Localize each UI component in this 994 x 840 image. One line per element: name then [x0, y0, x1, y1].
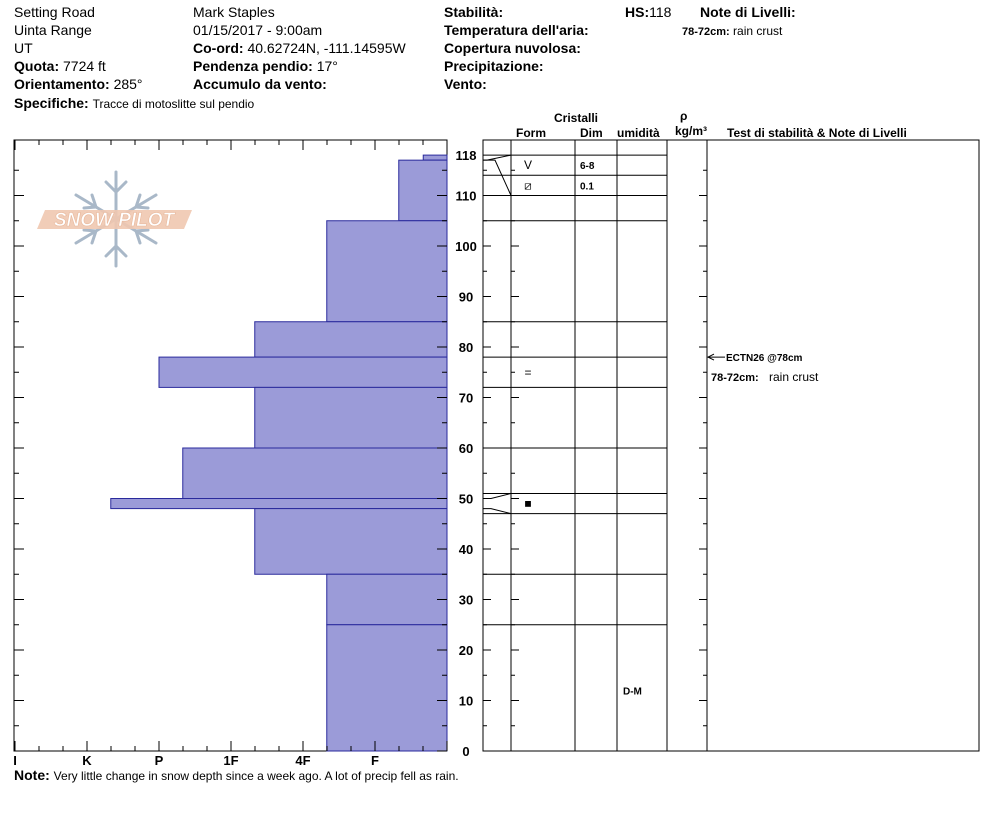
x-tick-label: K [82, 753, 92, 768]
form-header: Form [516, 126, 546, 140]
x-tick-label: I [13, 753, 17, 768]
header-layer-note: 78-72cm: rain crust [682, 23, 782, 41]
observer: Mark Staples [193, 4, 275, 20]
crystal-dim: 0.1 [580, 181, 594, 192]
aspect-label: Orientamento: [14, 76, 110, 92]
crystal-form: ⧄ [524, 178, 532, 192]
x-tick-label: P [155, 753, 164, 768]
coord-label: Co-ord: [193, 40, 244, 56]
x-tick-label: F [371, 753, 379, 768]
location: Setting Road [14, 4, 95, 20]
slope-label: Pendenza pendio: [193, 58, 313, 74]
hardness-bar [182, 447, 448, 499]
x-tick-label: 1F [223, 753, 238, 768]
y-tick-label: 0 [462, 744, 469, 759]
hardness-bar [398, 159, 448, 222]
hardness-bar [326, 220, 448, 323]
moisture-header: umidità [617, 126, 660, 140]
crystal-dim: 6-8 [580, 161, 595, 172]
aspect: Orientamento: 285° [14, 76, 143, 93]
y-tick-label: 40 [459, 542, 473, 557]
precip-label: Precipitazione: [444, 58, 544, 74]
note-text: Very little change in snow depth since a… [53, 769, 459, 783]
y-tick-label: 20 [459, 643, 473, 658]
y-tick-label: 90 [459, 290, 473, 305]
layer-connector [483, 492, 512, 499]
hardness-bar [422, 154, 448, 161]
hardness-bar [254, 508, 448, 575]
layer-note-range: 78-72cm: [711, 372, 759, 384]
hardness-bar [158, 356, 448, 388]
wind-label: Vento: [444, 76, 487, 92]
layer-connector [483, 154, 512, 161]
stability-label: Stabilità: [444, 4, 504, 20]
aspect-value: 285° [113, 76, 143, 92]
y-tick-label: 30 [459, 593, 473, 608]
y-tick-label: 80 [459, 340, 473, 355]
y-tick-label: 50 [459, 492, 473, 507]
y-tick-label: 110 [456, 189, 477, 204]
note-label: Note: [14, 767, 50, 783]
wind-loading-label: Accumulo da vento: [193, 76, 327, 92]
slope: Pendenza pendio: 17° [193, 58, 338, 75]
hs-value: 118 [649, 4, 672, 20]
hardness-bar [254, 386, 448, 449]
layer-connector [483, 508, 512, 515]
header-layer-note-range: 78-72cm: [682, 26, 730, 38]
tests-notes-header: Test di stabilità & Note di Livelli [727, 126, 907, 140]
y-tick-label: 118 [456, 148, 477, 163]
crystals-header: Cristalli [554, 111, 599, 125]
datetime: 01/15/2017 - 9:00am [193, 22, 323, 38]
snow-height: HS:118 [625, 4, 671, 21]
y-tick-label: 10 [459, 694, 473, 709]
specifics-value: Tracce di motoslitte sul pendio [92, 97, 255, 111]
elevation-value: 7724 ft [63, 58, 106, 74]
state: UT [14, 40, 33, 56]
header-layer-note-text: rain crust [733, 24, 783, 38]
layer-note-text: rain crust [769, 370, 819, 384]
hs-label: HS: [625, 4, 650, 20]
crystal-form: = [524, 365, 531, 379]
y-tick-label: 70 [459, 391, 473, 406]
coord-value: 40.62724N, -111.14595W [247, 40, 406, 56]
hardness-bar [326, 624, 448, 752]
test-arrow-icon [706, 353, 715, 361]
slope-value: 17° [316, 58, 338, 74]
hardness-bar [110, 498, 448, 510]
x-tick-label: 4F [295, 753, 310, 768]
air-temp-label: Temperatura dell'aria: [444, 22, 589, 38]
layer-notes-label: Note di Livelli: [700, 4, 796, 20]
range: Uinta Range [14, 22, 92, 38]
stability-test: ECTN26 @78cm [726, 353, 803, 364]
layer-connector [483, 159, 512, 196]
y-tick-label: 60 [459, 441, 473, 456]
moisture-value: D-M [623, 686, 642, 697]
note: Note: Very little change in snow depth s… [14, 767, 459, 785]
elevation-label: Quota: [14, 58, 60, 74]
coordinates: Co-ord: 40.62724N, -111.14595W [193, 40, 406, 57]
rho-header: ρ [680, 109, 688, 123]
specifics: Specifiche: Tracce di motoslitte sul pen… [14, 95, 254, 113]
hardness-bar [254, 321, 448, 358]
crystal-form: V [524, 158, 532, 172]
crystal-form: ■ [524, 497, 531, 511]
elevation: Quota: 7724 ft [14, 58, 106, 75]
specifics-label: Specifiche: [14, 95, 89, 111]
dim-header: Dim [580, 126, 603, 140]
hardness-bar [326, 573, 448, 626]
y-tick-label: 100 [455, 239, 477, 254]
layer-table-frame [482, 139, 980, 752]
density-unit-header: kg/m³ [675, 124, 708, 138]
cloud-cover-label: Copertura nuvolosa: [444, 40, 581, 56]
